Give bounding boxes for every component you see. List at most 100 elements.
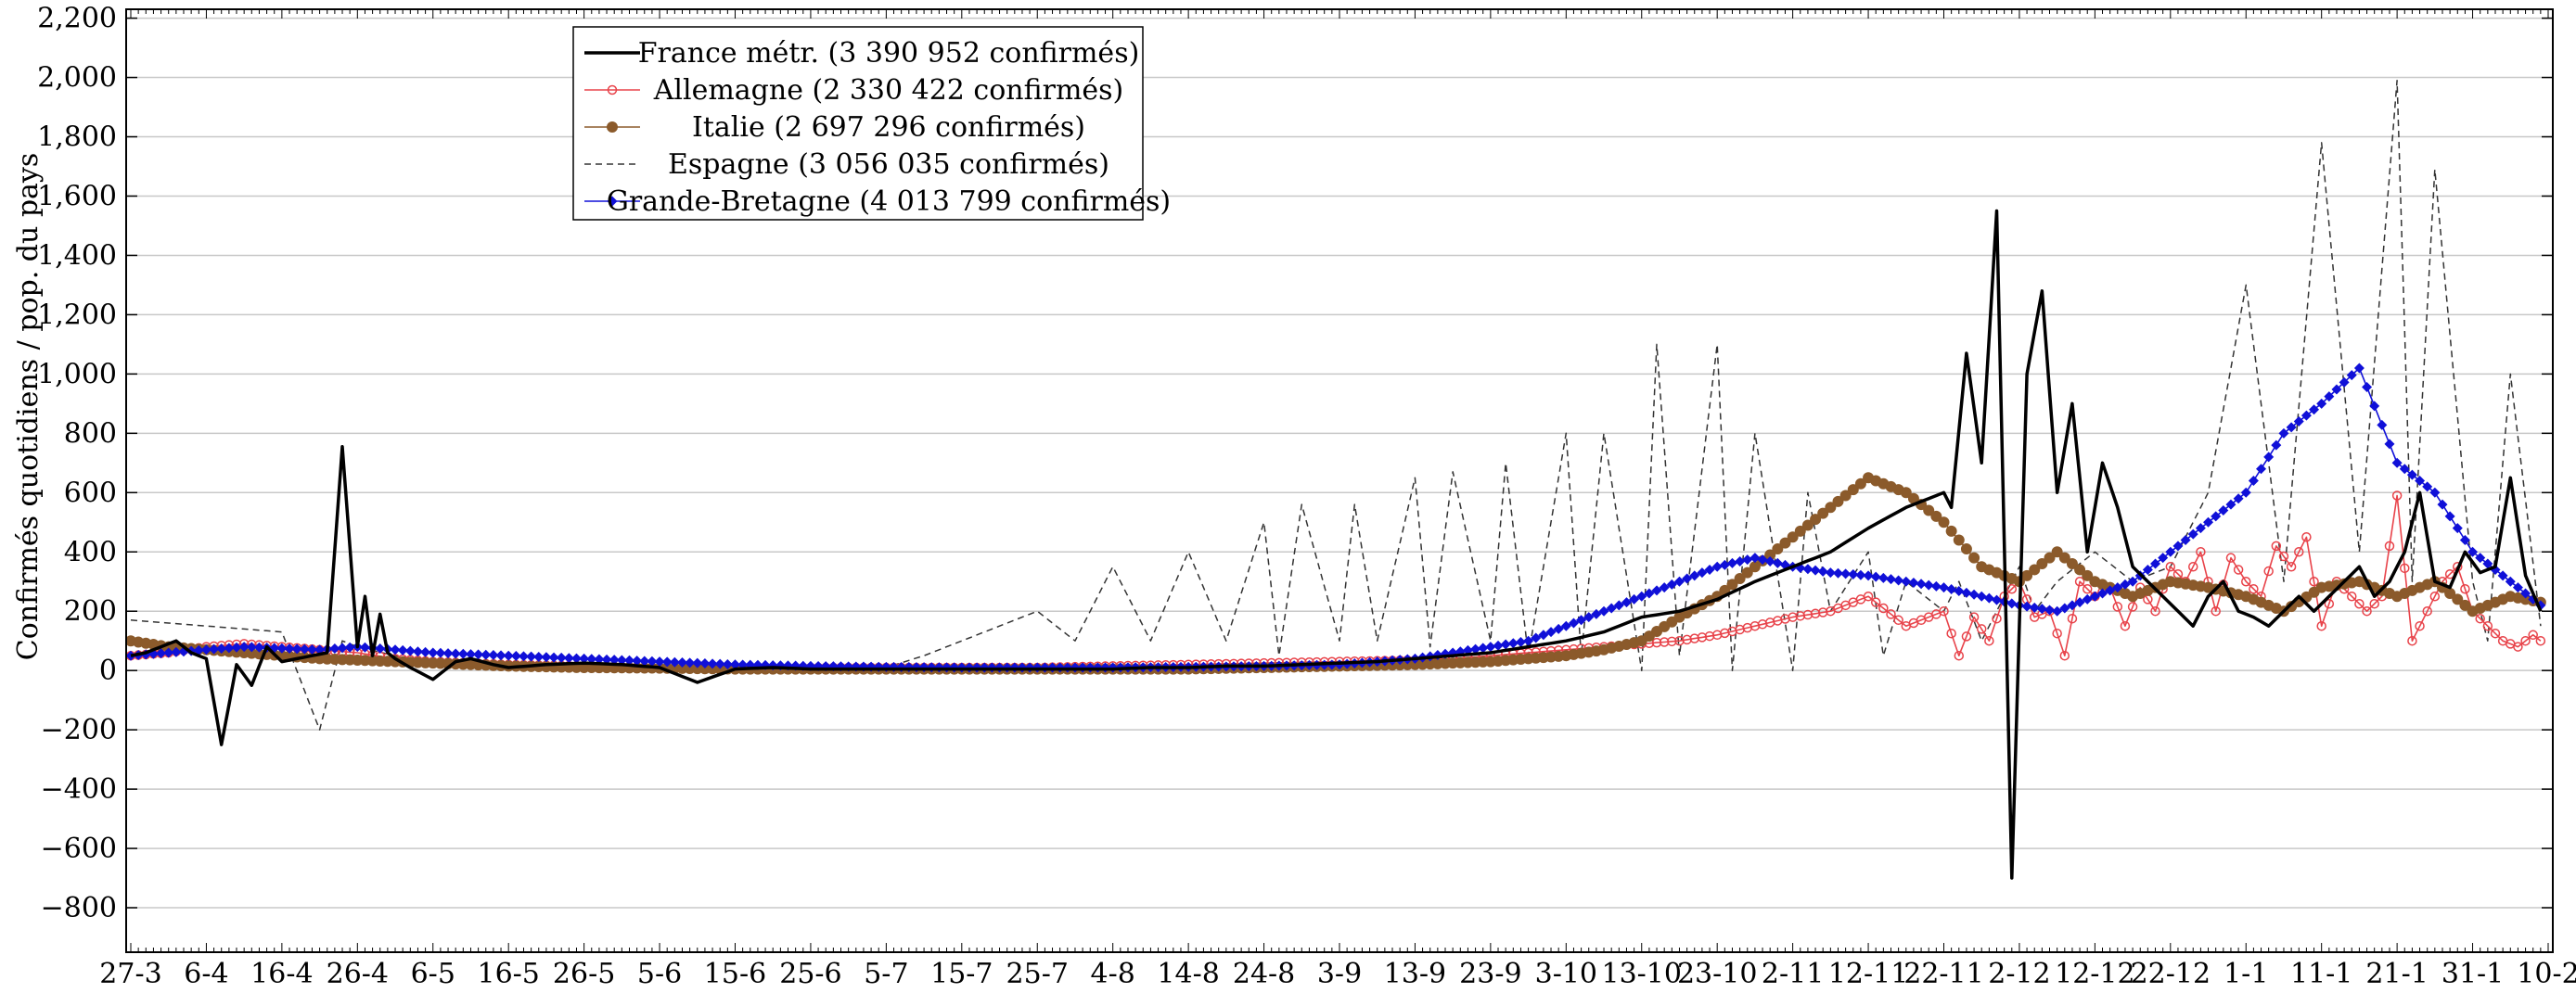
x-tick-label: 14-8 <box>1157 958 1219 988</box>
data-point <box>2006 583 2018 594</box>
data-point <box>1726 557 1737 568</box>
y-tick-label: −200 <box>41 714 117 746</box>
data-point <box>2074 564 2086 576</box>
data-point <box>2029 602 2040 613</box>
data-point <box>2211 511 2222 522</box>
data-point <box>2520 635 2531 646</box>
data-point <box>2415 620 2425 631</box>
data-point <box>2044 552 2056 564</box>
data-point <box>1848 569 1859 580</box>
data-point <box>344 642 355 653</box>
data-point <box>2082 593 2093 605</box>
x-tick-label: 1-1 <box>2224 958 2268 988</box>
data-point <box>2384 541 2395 552</box>
data-point <box>276 643 288 654</box>
data-point <box>2429 487 2441 498</box>
data-point <box>1954 650 1965 661</box>
data-point <box>632 656 643 667</box>
data-point <box>2369 598 2379 609</box>
data-point <box>1749 553 1761 564</box>
data-point <box>2150 605 2160 617</box>
data-point <box>1945 525 1957 537</box>
data-point <box>246 642 257 653</box>
data-point <box>306 643 317 655</box>
data-point <box>1697 567 1708 579</box>
data-point <box>654 656 665 668</box>
data-point <box>1923 504 1935 516</box>
data-point <box>2082 583 2093 594</box>
data-point <box>329 643 340 655</box>
y-tick-label: 2,000 <box>37 62 117 95</box>
data-point <box>692 657 703 668</box>
data-point <box>2165 561 2176 572</box>
x-tick-label: 23-10 <box>1677 958 1757 988</box>
data-point <box>397 644 408 656</box>
data-point <box>1968 612 1980 622</box>
data-point <box>299 643 310 655</box>
x-tick-label: 12-12 <box>2055 958 2134 988</box>
data-point <box>495 650 506 661</box>
data-point <box>1863 570 1874 581</box>
data-point <box>1764 555 1775 567</box>
x-tick-label: 4-8 <box>1091 958 1135 988</box>
data-point <box>2196 547 2206 557</box>
x-tick-label: 10-2 <box>2517 958 2576 988</box>
data-point <box>1832 567 1843 579</box>
data-point <box>2127 602 2138 612</box>
data-point <box>2278 551 2289 562</box>
x-tick-label: 13-9 <box>1384 958 1446 988</box>
data-point <box>1538 630 1549 641</box>
data-point <box>2362 381 2373 392</box>
data-point <box>2415 476 2426 486</box>
data-point <box>541 652 552 663</box>
y-tick-label: 600 <box>64 477 117 509</box>
data-point <box>1667 636 1677 647</box>
data-point <box>1531 632 1542 643</box>
data-point <box>473 649 484 660</box>
data-point <box>2052 628 2062 639</box>
data-point <box>2316 620 2326 631</box>
data-point <box>2021 601 2032 612</box>
data-point <box>2036 604 2047 615</box>
data-point <box>1976 591 1987 602</box>
data-point <box>2120 620 2131 631</box>
data-point <box>2180 534 2191 545</box>
data-point <box>1855 569 1866 580</box>
x-tick-label: 25-7 <box>1006 958 1069 988</box>
data-point <box>1900 487 1912 499</box>
data-point <box>1704 564 1715 575</box>
x-tick-label: 2-12 <box>1988 958 2050 988</box>
data-point <box>1960 543 1972 555</box>
legend-item: Espagne (3 056 035 confirmés) <box>584 148 1109 181</box>
data-point <box>2347 591 2357 602</box>
data-point <box>1629 593 1640 605</box>
data-point <box>2429 591 2441 602</box>
x-tick-label: 13-10 <box>1602 958 1682 988</box>
data-point <box>1735 555 1746 567</box>
data-point <box>601 654 612 665</box>
data-point <box>2324 598 2335 609</box>
data-point <box>607 84 618 95</box>
data-point <box>2112 602 2123 612</box>
data-point <box>2354 598 2365 609</box>
data-point <box>1854 477 1866 490</box>
data-point <box>1598 605 1609 617</box>
y-tick-label: −400 <box>41 773 117 806</box>
data-point <box>404 645 416 656</box>
data-point <box>2240 487 2251 498</box>
data-point <box>2482 620 2493 631</box>
data-point <box>510 651 521 662</box>
data-point <box>428 647 439 658</box>
data-point <box>2377 419 2388 430</box>
data-point <box>2422 481 2433 492</box>
data-point <box>2294 547 2304 557</box>
x-tick-label: 16-4 <box>250 958 313 988</box>
y-tick-label: 0 <box>99 655 117 687</box>
data-point <box>420 646 431 657</box>
data-point <box>1560 620 1571 631</box>
data-point <box>2006 598 2018 609</box>
data-point <box>2452 523 2463 534</box>
data-point <box>1992 613 2002 624</box>
x-tick-label: 6-4 <box>184 958 228 988</box>
data-point <box>1825 567 1836 579</box>
